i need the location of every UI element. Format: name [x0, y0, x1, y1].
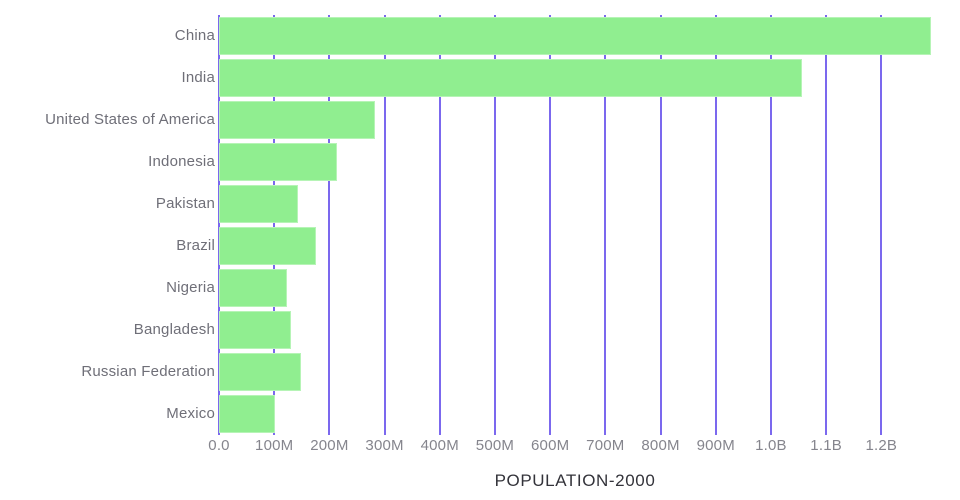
bar-mexico[interactable]: [219, 395, 276, 433]
category-label-russian-federation: Russian Federation: [81, 363, 215, 380]
category-label-mexico: Mexico: [166, 405, 215, 422]
gridline-500M: [493, 15, 496, 435]
category-label-pakistan: Pakistan: [155, 195, 215, 212]
gridline-1.2B: [880, 15, 883, 435]
category-label-united-states-of-america: United States of America: [45, 111, 215, 128]
gridline-1.1B: [825, 15, 828, 435]
x-tick-label-100M: 100M: [255, 437, 294, 454]
gridline-100M: [273, 15, 276, 435]
gridline-200M: [328, 15, 331, 435]
category-label-india: India: [181, 69, 215, 86]
gridline-0.0: [218, 15, 220, 435]
x-tick-label-900M: 900M: [696, 437, 735, 454]
gridline-400M: [438, 15, 441, 435]
bar-united-states-of-america[interactable]: [219, 101, 376, 139]
gridline-1.0B: [769, 15, 772, 435]
bar-pakistan[interactable]: [219, 185, 299, 223]
x-tick-label-800M: 800M: [641, 437, 680, 454]
gridline-800M: [659, 15, 662, 435]
x-tick-label-1.0B: 1.0B: [755, 437, 787, 454]
bar-china[interactable]: [219, 17, 931, 55]
gridline-300M: [383, 15, 386, 435]
x-tick-label-1.1B: 1.1B: [810, 437, 842, 454]
x-tick-label-0.0: 0.0: [208, 437, 230, 454]
x-tick-label-300M: 300M: [365, 437, 404, 454]
bar-bangladesh[interactable]: [219, 311, 291, 349]
category-label-bangladesh: Bangladesh: [133, 321, 215, 338]
category-label-china: China: [174, 27, 215, 44]
gridline-600M: [549, 15, 552, 435]
x-tick-label-600M: 600M: [530, 437, 570, 454]
x-tick-label-700M: 700M: [586, 437, 625, 454]
plot-area: [218, 15, 931, 435]
x-tick-label-1.2B: 1.2B: [865, 437, 898, 454]
x-tick-label-400M: 400M: [420, 437, 459, 454]
bar-india[interactable]: [219, 59, 803, 97]
gridline-700M: [604, 15, 607, 435]
x-tick-label-200M: 200M: [310, 437, 349, 454]
category-label-brazil: Brazil: [176, 237, 215, 254]
gridline-900M: [714, 15, 717, 435]
bar-nigeria[interactable]: [219, 269, 287, 307]
x-axis-title: POPULATION-2000: [494, 471, 656, 490]
bar-brazil[interactable]: [219, 227, 317, 265]
category-label-nigeria: Nigeria: [166, 279, 215, 296]
bar-indonesia[interactable]: [219, 143, 337, 181]
x-tick-label-500M: 500M: [475, 437, 515, 454]
bar-russian-federation[interactable]: [219, 353, 301, 391]
category-label-indonesia: Indonesia: [148, 153, 215, 170]
